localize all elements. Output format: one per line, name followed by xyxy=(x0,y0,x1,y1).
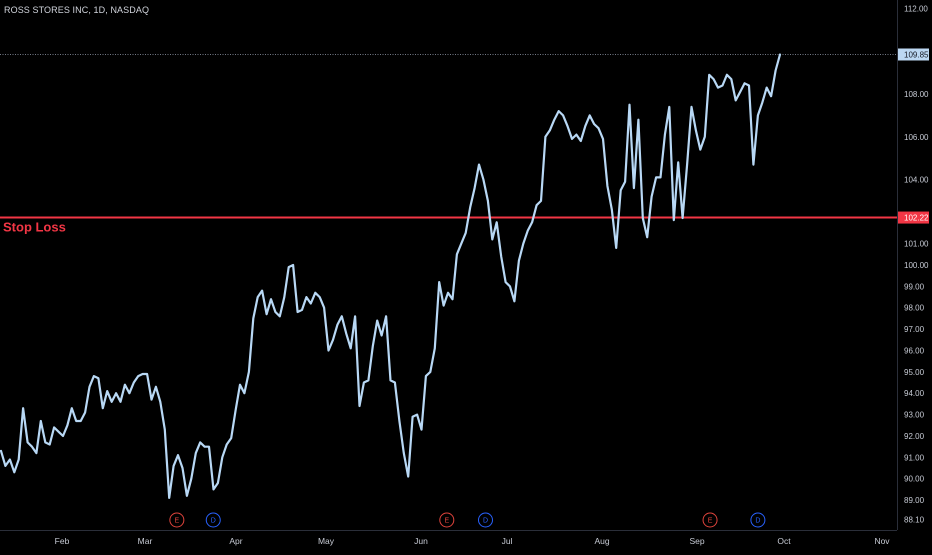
price-tick-label: 100.00 xyxy=(904,261,929,270)
marker-letter: E xyxy=(708,518,713,525)
price-tick-label: 88.10 xyxy=(904,515,925,524)
month-tick-label: May xyxy=(318,536,335,546)
month-tick-label: Nov xyxy=(874,536,890,546)
month-tick-label: Mar xyxy=(138,536,153,546)
price-tick-label: 93.00 xyxy=(904,411,925,420)
price-tick-label: 96.00 xyxy=(904,346,925,355)
price-line xyxy=(0,53,782,499)
price-tick-label: 95.00 xyxy=(904,368,925,377)
marker-ring xyxy=(750,512,766,528)
price-tick-label: 112.00 xyxy=(904,5,928,14)
month-tick-label: Sep xyxy=(689,536,704,546)
price-badges: 109.85 102.22 xyxy=(898,48,929,224)
stop-loss-badge-bg xyxy=(898,211,929,224)
price-tick-label: 101.00 xyxy=(904,240,929,249)
price-levels: Stop Loss xyxy=(0,54,897,235)
last-price-badge: 109.85 xyxy=(898,48,929,61)
month-tick-label: Jul xyxy=(502,536,513,546)
marker-letter: D xyxy=(483,518,488,525)
month-tick-label: Apr xyxy=(229,536,242,546)
marker-ring xyxy=(702,512,718,528)
last-price-badge-text: 109.85 xyxy=(904,50,929,59)
month-tick-label: Aug xyxy=(594,536,609,546)
price-tick-label: 104.00 xyxy=(904,176,929,185)
price-tick-label: 97.00 xyxy=(904,325,925,334)
price-tick-label: 92.00 xyxy=(904,432,925,441)
dividend-marker[interactable]: D xyxy=(478,512,493,528)
price-tick-label: 94.00 xyxy=(904,389,925,398)
dividend-marker[interactable]: D xyxy=(205,512,221,528)
price-tick-label: 90.00 xyxy=(904,475,925,484)
last-price-badge-bg xyxy=(898,48,929,61)
marker-ring xyxy=(439,512,455,528)
stop-loss-badge-text: 102.22 xyxy=(904,214,929,223)
price-axis[interactable]: 112.00 108.00 106.00 104.00 101.00 100.00 99.0… xyxy=(904,5,929,525)
price-tick-label: 108.00 xyxy=(904,90,929,99)
marker-letter: E xyxy=(175,518,180,525)
month-tick-label: Jun xyxy=(414,536,428,546)
price-tick-label: 106.00 xyxy=(904,133,929,142)
stop-loss-badge: 102.22 xyxy=(898,211,929,224)
dividend-marker[interactable]: D xyxy=(750,512,766,528)
symbol-title: ROSS STORES INC, 1D, NASDAQ xyxy=(4,5,150,15)
price-tick-label: 91.00 xyxy=(904,453,925,462)
earnings-marker[interactable]: E xyxy=(702,512,718,528)
earnings-marker[interactable]: E xyxy=(439,512,455,528)
marker-letter: D xyxy=(755,518,760,525)
price-tick-label: 98.00 xyxy=(904,304,925,313)
month-tick-label: Feb xyxy=(55,536,70,546)
price-tick-label: 89.00 xyxy=(904,496,925,505)
price-series xyxy=(0,53,782,499)
time-axis[interactable]: Feb Mar Apr May Jun Jul Aug Sep Oct Nov xyxy=(55,536,891,546)
earnings-marker[interactable]: E xyxy=(169,512,185,528)
stop-loss-label: Stop Loss xyxy=(3,220,66,235)
marker-ring xyxy=(205,512,221,528)
price-tick-label: 99.00 xyxy=(904,282,925,291)
marker-ring xyxy=(169,512,185,528)
month-tick-label: Oct xyxy=(777,536,791,546)
marker-ring xyxy=(478,512,493,528)
marker-letter: E xyxy=(444,518,449,525)
marker-letter: D xyxy=(211,518,216,525)
